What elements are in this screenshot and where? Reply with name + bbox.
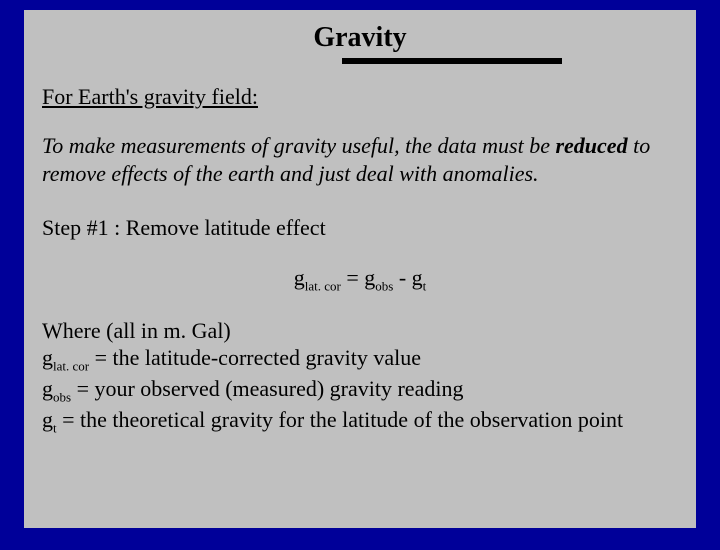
title-underline [342, 58, 562, 64]
eq-r1-base: g [364, 265, 375, 290]
intro-emphasis: reduced [555, 133, 627, 158]
slide-title: Gravity [313, 22, 406, 54]
def3-base: g [42, 407, 53, 432]
def1-sub: lat. cor [53, 359, 89, 374]
eq-r2-base: g [412, 265, 423, 290]
def1-rest: = the latitude-corrected gravity value [89, 345, 421, 370]
equation: glat. cor = gobs - gt [42, 265, 678, 294]
def1-base: g [42, 345, 53, 370]
intro-pre: To make measurements of gravity useful, … [42, 133, 555, 158]
eq-minus: - [393, 265, 411, 290]
slide-panel: Gravity For Earth's gravity field: To ma… [24, 10, 696, 528]
eq-r1-sub: obs [375, 278, 393, 293]
definition-1: glat. cor = the latitude-corrected gravi… [42, 344, 678, 375]
intro-paragraph: To make measurements of gravity useful, … [42, 132, 678, 187]
def2-rest: = your observed (measured) gravity readi… [71, 376, 463, 401]
def2-base: g [42, 376, 53, 401]
definition-3: gt = the theoretical gravity for the lat… [42, 406, 678, 437]
where-heading: Where (all in m. Gal) [42, 318, 678, 344]
title-wrap: Gravity [42, 22, 678, 54]
subheading: For Earth's gravity field: [42, 84, 678, 110]
eq-equals: = [341, 265, 364, 290]
def3-rest: = the theoretical gravity for the latitu… [57, 407, 624, 432]
step-line: Step #1 : Remove latitude effect [42, 215, 678, 241]
eq-lhs-base: g [294, 265, 305, 290]
eq-r2-sub: t [423, 278, 427, 293]
def2-sub: obs [53, 389, 71, 404]
eq-lhs-sub: lat. cor [305, 278, 341, 293]
definition-2: gobs = your observed (measured) gravity … [42, 375, 678, 406]
